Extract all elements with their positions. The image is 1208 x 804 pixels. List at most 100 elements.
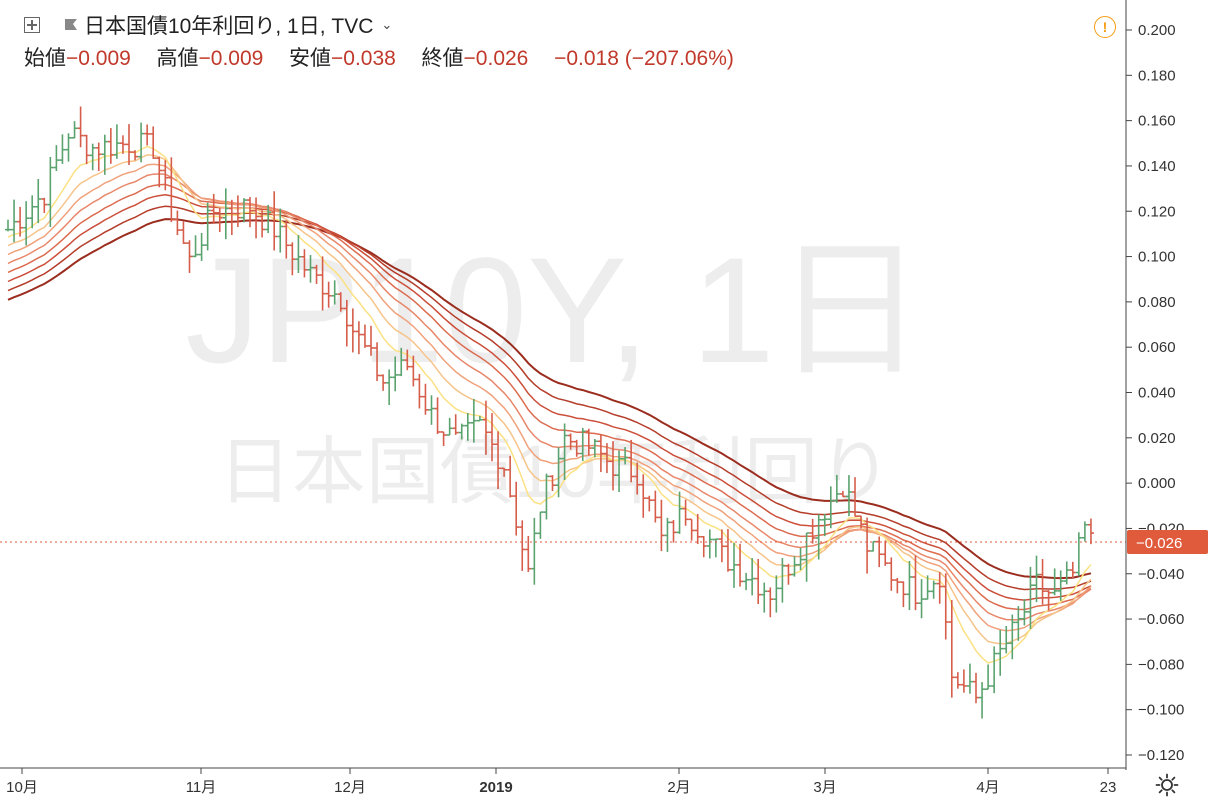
ohlc-bar [464,413,471,441]
ohlc-bar [192,235,199,258]
ohlc-bar [271,191,278,251]
ohlc-bar [337,292,344,312]
y-tick-label: 0.000 [1138,475,1176,492]
y-tick-label: −0.100 [1138,702,1184,719]
ohlc-bar [700,535,707,558]
ohlc-bar [973,672,979,704]
y-tick-label: 0.020 [1138,430,1176,447]
ohlc-bar [664,517,671,552]
watermark-symbol: JP10Y, 1日 [185,226,924,394]
ohlc-bar [283,220,290,259]
warning-icon[interactable]: ! [1094,16,1116,38]
ohlc-bar [301,249,308,278]
ohlc-bar [785,563,792,585]
ohlc-bar [59,134,66,164]
ohlc-bar [156,156,163,188]
ema-line [7,183,1092,611]
ohlc-bar [1003,626,1010,654]
x-tick-label: 12月 [334,779,366,796]
ohlc-bar [41,197,48,213]
y-tick-label: −0.060 [1138,611,1184,628]
moving-average-ribbon [7,145,1092,664]
ohlc-bar [858,515,865,529]
ohlc-bar [410,355,417,387]
ohlc-bar [349,308,356,353]
ohlc-bar [936,572,943,604]
ohlc-bar [622,447,629,465]
ohlc-bar [277,208,284,253]
ohlc-bar [119,135,126,154]
ohlc-bar [531,517,538,585]
ohlc-bar [773,575,780,613]
ohlc-bar [174,210,181,236]
x-tick-label: 11月 [186,779,217,796]
y-tick-label: 0.160 [1138,113,1176,130]
price-badge [1127,530,1208,554]
ohlc-bar [779,558,786,603]
ohlc-bar [325,281,332,308]
ohlc-bar [519,520,526,571]
ohlc-bar [374,342,381,382]
y-tick-label: 0.200 [1138,22,1176,39]
ohlc-bar [428,395,435,425]
ohlc-bar [821,513,828,537]
chevron-down-icon[interactable]: ⌄ [381,17,393,32]
x-tick-label: 2019 [479,779,512,796]
ohlc-bar [912,555,919,611]
ohlc-bar [95,142,102,172]
ohlc-bar [876,536,883,568]
ohlc-bar [458,423,465,440]
ohlc-bar [567,433,574,450]
flag-icon[interactable] [64,18,78,32]
ohlc-bar [440,431,447,447]
ema-line [7,163,1092,632]
ohlc-bar [900,581,907,608]
ohlc-bar [343,299,350,347]
ohlc-bar [513,481,520,536]
ohlc-row: 始値−0.009 高値−0.009 安値−0.038 終値−0.026 −0.0… [24,42,734,72]
ohlc-bar [985,664,992,690]
ohlc-bar [126,124,132,165]
gear-icon[interactable] [1155,773,1179,797]
ohlc-bar [210,193,217,224]
ohlc-bar [5,219,11,232]
ohlc-bar [216,207,223,232]
plus-icon[interactable] [24,17,40,33]
ohlc-bar [1027,566,1034,629]
ohlc-bar [289,242,296,276]
price-badge-label: −0.026 [1136,535,1182,552]
ohlc-bar [1057,570,1064,601]
time-axis[interactable]: 10月 11月 12月 2019 2月 3月 4月 23 [6,768,1116,796]
ohlc-bar [906,560,913,611]
ohlc-bar [966,663,973,694]
ohlc-bar [791,556,798,577]
ohlc-bar [150,126,157,159]
ohlc-bar [434,397,441,435]
ohlc-bar [997,629,1004,676]
ohlc-bar [228,199,235,236]
ohlc-bar [731,542,737,588]
ohlc-bar [355,321,362,355]
y-tick-label: 0.140 [1138,158,1176,175]
ohlc-bar [307,255,314,283]
ohlc-bar [180,221,187,244]
ohlc-bar [603,443,610,474]
ohlc-bar [845,475,852,517]
ohlc-bar [295,234,302,274]
ohlc-bar [634,462,641,495]
ohlc-bar [53,145,60,172]
close-value: −0.026 [463,47,529,70]
x-tick-label: 23 [1100,779,1117,796]
ohlc-bar [1063,561,1070,585]
ohlc-bar [404,349,411,371]
ohlc-bar [1039,559,1046,605]
symbol-title[interactable]: 日本国債10年利回り, 1日, TVC [84,15,374,38]
price-axis[interactable]: 0.200 0.180 0.160 0.140 0.120 0.100 0.080 0.060… [1126,22,1184,764]
ohlc-bar [882,540,889,566]
ohlc-bar [132,150,139,161]
ohlc-bar [658,499,665,552]
ohlc-bar [416,373,423,409]
ohlc-bar [688,518,695,541]
